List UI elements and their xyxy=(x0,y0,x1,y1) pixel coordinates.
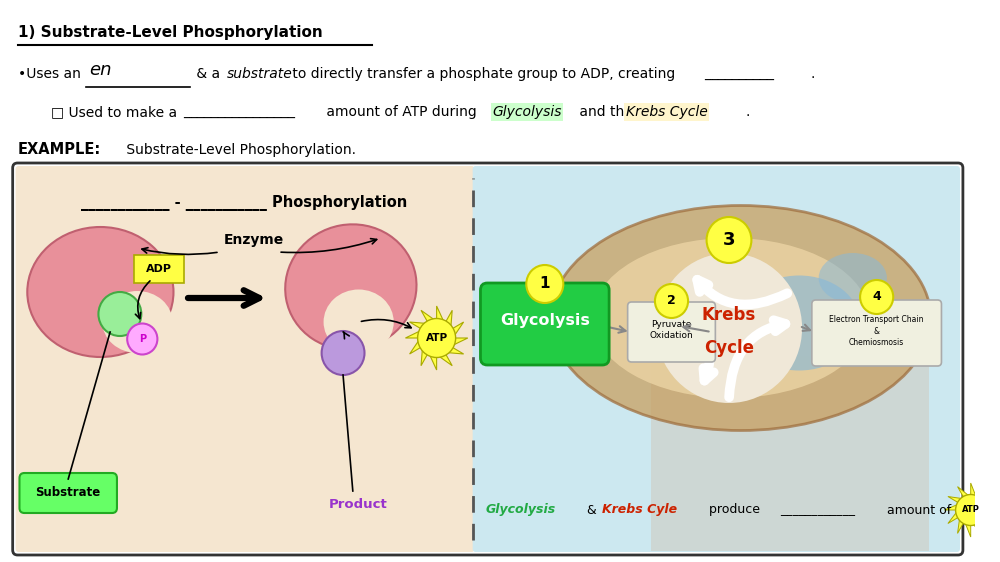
Text: amount of ATP during: amount of ATP during xyxy=(322,105,481,119)
Text: Krebs: Krebs xyxy=(702,306,756,324)
Polygon shape xyxy=(421,338,437,366)
FancyBboxPatch shape xyxy=(480,283,609,365)
Circle shape xyxy=(707,217,751,263)
Polygon shape xyxy=(437,322,464,338)
Polygon shape xyxy=(944,504,971,510)
Polygon shape xyxy=(971,483,976,510)
Circle shape xyxy=(956,495,986,525)
Polygon shape xyxy=(410,338,437,354)
Polygon shape xyxy=(948,496,971,510)
Circle shape xyxy=(860,280,893,314)
Text: Product: Product xyxy=(328,497,387,510)
Bar xyxy=(651,356,929,551)
Text: amount of: amount of xyxy=(883,504,955,516)
Polygon shape xyxy=(437,338,468,345)
Polygon shape xyxy=(410,322,437,338)
Text: & a: & a xyxy=(192,67,224,81)
FancyBboxPatch shape xyxy=(473,166,960,552)
Text: ____________ - ___________ Phosphorylation: ____________ - ___________ Phosphorylati… xyxy=(81,195,407,211)
Text: 3: 3 xyxy=(723,231,735,249)
Text: □ Used to make a: □ Used to make a xyxy=(51,105,181,119)
FancyBboxPatch shape xyxy=(628,302,715,362)
FancyBboxPatch shape xyxy=(134,255,184,283)
Polygon shape xyxy=(948,510,971,523)
Polygon shape xyxy=(437,338,464,354)
Text: Substrate: Substrate xyxy=(36,487,101,500)
Text: Substrate-Level Phosphorylation.: Substrate-Level Phosphorylation. xyxy=(122,143,356,157)
Ellipse shape xyxy=(285,224,417,350)
Ellipse shape xyxy=(592,238,870,398)
Text: Glycolysis: Glycolysis xyxy=(500,314,590,329)
Circle shape xyxy=(98,292,141,336)
Text: ADP: ADP xyxy=(146,264,172,274)
Ellipse shape xyxy=(551,206,931,430)
Text: Pyruvate
Oxidation: Pyruvate Oxidation xyxy=(650,320,693,340)
Text: ________________: ________________ xyxy=(183,105,295,119)
Ellipse shape xyxy=(102,291,173,353)
Text: __________: __________ xyxy=(704,67,774,81)
FancyBboxPatch shape xyxy=(812,300,941,366)
Polygon shape xyxy=(958,487,971,510)
Polygon shape xyxy=(437,338,452,366)
Circle shape xyxy=(127,324,157,355)
Text: substrate: substrate xyxy=(227,67,293,81)
Text: ATP: ATP xyxy=(426,333,448,343)
Text: P: P xyxy=(139,334,146,344)
Circle shape xyxy=(526,265,563,303)
Text: Electron Transport Chain
&
Chemiosmosis: Electron Transport Chain & Chemiosmosis xyxy=(829,315,924,347)
Text: Glycolysis: Glycolysis xyxy=(492,105,562,119)
Polygon shape xyxy=(421,310,437,338)
Text: to directly transfer a phosphate group to ADP, creating: to directly transfer a phosphate group t… xyxy=(288,67,675,81)
FancyBboxPatch shape xyxy=(16,166,475,552)
Text: •Uses an: •Uses an xyxy=(18,67,85,81)
Text: ____________: ____________ xyxy=(780,504,855,516)
FancyBboxPatch shape xyxy=(19,473,117,513)
Polygon shape xyxy=(971,510,997,516)
Ellipse shape xyxy=(27,227,173,357)
Polygon shape xyxy=(971,510,984,533)
Ellipse shape xyxy=(819,253,887,303)
Text: 1: 1 xyxy=(540,277,550,292)
Polygon shape xyxy=(405,330,437,338)
Text: .: . xyxy=(746,105,750,119)
Circle shape xyxy=(678,276,780,380)
Polygon shape xyxy=(971,510,993,523)
Text: EXAMPLE:: EXAMPLE: xyxy=(18,143,101,157)
Polygon shape xyxy=(958,510,971,533)
Circle shape xyxy=(655,284,688,318)
Polygon shape xyxy=(429,338,437,370)
Text: 4: 4 xyxy=(872,291,881,303)
Ellipse shape xyxy=(324,289,394,355)
Polygon shape xyxy=(437,310,452,338)
Text: Enzyme: Enzyme xyxy=(224,233,284,247)
Circle shape xyxy=(418,319,456,357)
Text: en: en xyxy=(89,61,111,79)
FancyBboxPatch shape xyxy=(13,163,963,555)
Text: Krebs Cyle: Krebs Cyle xyxy=(602,504,677,516)
Text: ATP: ATP xyxy=(962,505,980,514)
Circle shape xyxy=(656,253,802,403)
Text: 2: 2 xyxy=(667,294,676,307)
Text: &: & xyxy=(583,504,601,516)
Text: .: . xyxy=(811,67,815,81)
Text: 1) Substrate-Level Phosphorylation: 1) Substrate-Level Phosphorylation xyxy=(18,25,322,39)
Polygon shape xyxy=(437,306,444,338)
Polygon shape xyxy=(965,510,971,537)
Text: and the: and the xyxy=(575,105,637,119)
Text: Cycle: Cycle xyxy=(704,339,754,357)
Polygon shape xyxy=(971,487,984,510)
Polygon shape xyxy=(971,496,993,510)
Circle shape xyxy=(322,331,365,375)
Ellipse shape xyxy=(738,275,860,370)
Text: produce: produce xyxy=(705,504,760,516)
Text: Glycolysis: Glycolysis xyxy=(485,504,556,516)
Text: Krebs Cycle: Krebs Cycle xyxy=(626,105,707,119)
